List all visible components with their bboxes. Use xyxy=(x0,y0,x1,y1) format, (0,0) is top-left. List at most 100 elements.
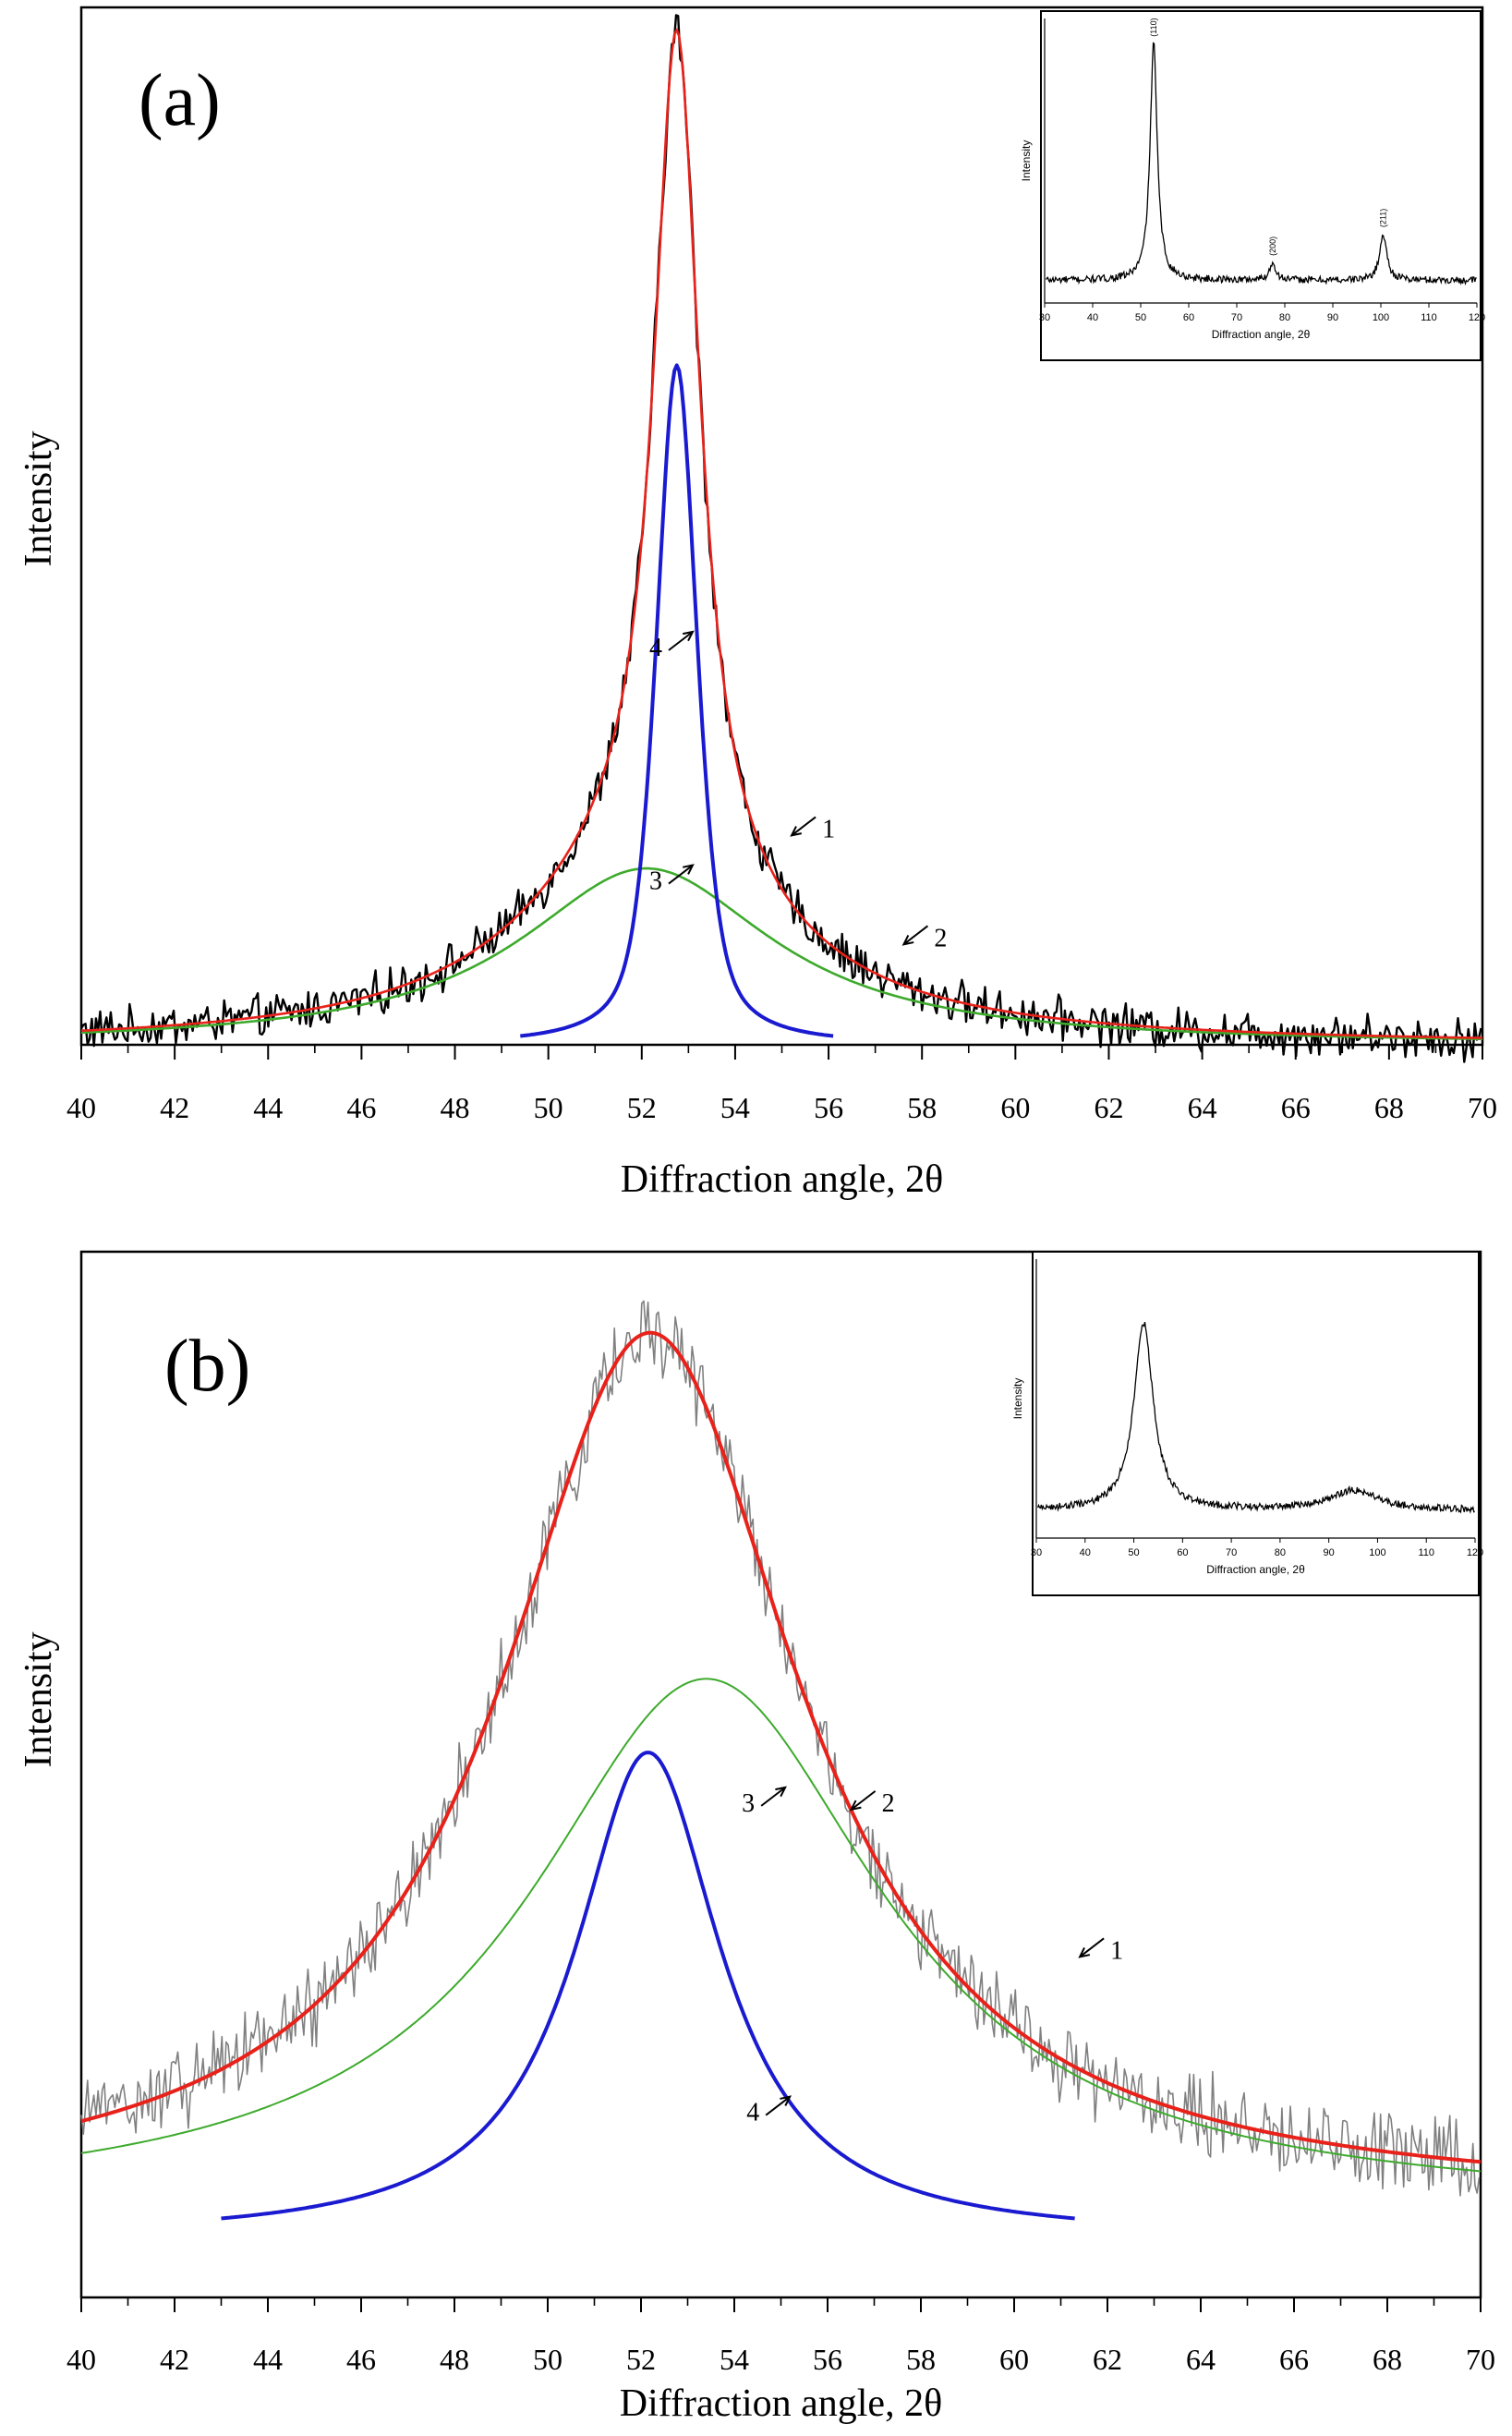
x-tick-label: 70 xyxy=(1466,2343,1495,2376)
inset-x-tick-label: 30 xyxy=(1039,312,1050,323)
inset-chart: 30 40 50 60 70 80 90 100 110 120 Diffraction angle… xyxy=(1011,1251,1483,1596)
series-2-fit-sum xyxy=(80,1330,1482,2164)
inset-x-tick-label: 80 xyxy=(1279,312,1290,323)
inset-x-tick-label: 50 xyxy=(1128,1547,1139,1558)
x-tick-label: 48 xyxy=(441,1091,470,1124)
inset-peak-label: (200) xyxy=(1268,236,1277,256)
x-tick-label: 44 xyxy=(253,1091,283,1124)
inset-frame xyxy=(1032,1251,1480,1596)
inset-x-tick-label: 40 xyxy=(1080,1547,1091,1558)
annotation-2: 2 xyxy=(901,924,947,952)
annotation-label: 1 xyxy=(822,815,835,843)
annotation-arrow-shaft xyxy=(851,1790,877,1811)
inset-x-tick-label: 90 xyxy=(1324,1547,1335,1558)
x-tick-label: 50 xyxy=(533,2343,562,2376)
annotation-arrow-shaft xyxy=(765,2095,791,2116)
inset-x-tick-label: 70 xyxy=(1226,1547,1237,1558)
x-tick-label: 66 xyxy=(1279,2343,1309,2376)
series-4-component xyxy=(520,363,834,1038)
annotation-4: 4 xyxy=(649,630,695,662)
annotation-arrow-head xyxy=(790,826,803,837)
x-tick-label: 48 xyxy=(440,2343,469,2376)
annotation-3: 3 xyxy=(649,864,695,896)
x-tick-label: 42 xyxy=(160,1091,189,1124)
series-3-component xyxy=(80,1678,1482,2173)
inset-chart: 30 40 50 60 70 80 90 100 110 120 Diffraction angle… xyxy=(1020,10,1485,361)
inset-x-tick-label: 120 xyxy=(1467,1547,1483,1558)
x-tick-label: 60 xyxy=(999,2343,1029,2376)
annotation-label: 4 xyxy=(746,2099,759,2127)
inset-x-tick-label: 60 xyxy=(1183,312,1194,323)
inset-x-tick-label: 110 xyxy=(1421,312,1437,323)
x-tick-label: 60 xyxy=(1000,1091,1030,1124)
inset-x-tick-label: 120 xyxy=(1469,312,1485,323)
inset-x-tick-label: 70 xyxy=(1231,312,1242,323)
x-tick-label: 68 xyxy=(1374,1091,1404,1124)
x-tick-label: 46 xyxy=(346,2343,376,2376)
x-tick-label: 54 xyxy=(720,2343,749,2376)
inset-pattern-curve xyxy=(1036,1321,1475,1514)
annotation-label: 2 xyxy=(882,1789,895,1818)
x-tick-label: 62 xyxy=(1093,2343,1122,2376)
series-3-component xyxy=(80,867,1482,1040)
x-tick-label: 62 xyxy=(1094,1091,1123,1124)
inset-x-tick-label: 100 xyxy=(1369,1547,1385,1558)
x-tick-label: 64 xyxy=(1186,2343,1216,2376)
x-tick-label: 40 xyxy=(67,2343,96,2376)
y-axis-title: Intensity xyxy=(18,431,60,567)
annotation-2: 2 xyxy=(849,1789,895,1818)
inset-x-axis-title: Diffraction angle, 2θ xyxy=(1206,1563,1305,1576)
x-tick-label: 56 xyxy=(813,2343,842,2376)
annotation-arrow-head xyxy=(1078,1947,1091,1958)
x-tick-label: 50 xyxy=(534,1091,563,1124)
annotation-label: 4 xyxy=(649,634,662,662)
annotation-3: 3 xyxy=(742,1786,787,1818)
x-axis-title: Diffraction angle, 2θ xyxy=(620,2382,942,2425)
annotation-1: 1 xyxy=(1078,1936,1123,1965)
panel-label: (a) xyxy=(139,60,221,141)
inset-x-axis-title: Diffraction angle, 2θ xyxy=(1212,328,1311,341)
series-2-fit-sum xyxy=(80,28,1482,1039)
x-tick-label: 68 xyxy=(1373,2343,1402,2376)
annotation-arrow-head xyxy=(775,1786,787,1798)
inset-y-axis-title: Intensity xyxy=(1011,1378,1024,1420)
inset-x-tick-label: 90 xyxy=(1327,312,1338,323)
annotation-label: 2 xyxy=(934,924,947,952)
inset-x-tick-label: 110 xyxy=(1418,1547,1434,1558)
annotation-arrow-shaft xyxy=(668,631,694,651)
x-tick-label: 64 xyxy=(1188,1091,1217,1124)
x-tick-label: 44 xyxy=(253,2343,283,2376)
x-tick-label: 66 xyxy=(1281,1091,1311,1124)
inset-x-tick-label: 100 xyxy=(1373,312,1389,323)
panel-a: 40 42 44 46 48 50 52 54 56 58 60 62 64 66 68 70Diffract… xyxy=(18,6,1497,1201)
annotation-label: 3 xyxy=(742,1789,755,1818)
inset-pattern-curve xyxy=(1046,42,1477,286)
inset-frame xyxy=(1040,10,1482,361)
x-axis-title: Diffraction angle, 2θ xyxy=(621,1158,943,1201)
inset-x-tick-label: 80 xyxy=(1275,1547,1286,1558)
inset-y-axis-title: Intensity xyxy=(1020,140,1033,182)
annotation-arrow-shaft xyxy=(1079,1937,1105,1958)
inset-peak-label: (211) xyxy=(1379,209,1388,227)
x-tick-label: 58 xyxy=(906,2343,936,2376)
panel-label: (b) xyxy=(164,1326,250,1407)
annotation-arrow-head xyxy=(682,864,695,875)
inset-x-tick-label: 60 xyxy=(1177,1547,1188,1558)
x-tick-label: 40 xyxy=(67,1091,96,1124)
x-tick-label: 70 xyxy=(1468,1091,1497,1124)
annotation-arrow-shaft xyxy=(902,925,929,946)
annotation-4: 4 xyxy=(746,2095,792,2127)
series-1-measured xyxy=(79,14,1482,1063)
annotation-arrow-head xyxy=(849,1800,862,1812)
inset-x-tick-label: 30 xyxy=(1031,1547,1042,1558)
annotation-arrow-head xyxy=(780,2095,792,2106)
annotation-arrow-head xyxy=(682,630,695,642)
annotation-arrow-head xyxy=(901,935,914,946)
inset-x-tick-label: 40 xyxy=(1087,312,1098,323)
series-4-component xyxy=(221,1751,1075,2221)
annotation-arrow-shaft xyxy=(791,816,816,837)
x-tick-label: 42 xyxy=(160,2343,189,2376)
x-tick-label: 56 xyxy=(814,1091,843,1124)
x-tick-label: 52 xyxy=(626,2343,656,2376)
